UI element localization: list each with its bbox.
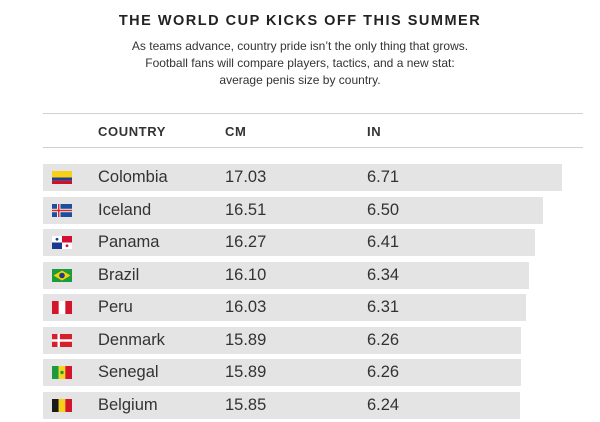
row-bar xyxy=(43,229,535,256)
header-top-divider xyxy=(43,113,583,114)
cell-in: 6.26 xyxy=(367,330,400,349)
cell-in: 6.34 xyxy=(367,265,400,284)
cell-in: 6.24 xyxy=(367,395,400,414)
column-header-in: IN xyxy=(367,124,382,139)
table-row: Colombia 17.03 6.71 xyxy=(0,162,600,194)
row-bar xyxy=(43,391,520,419)
row-bar xyxy=(43,294,527,321)
iceland-flag-icon xyxy=(52,203,72,217)
cell-in: 6.31 xyxy=(367,298,400,316)
cell-country: Peru xyxy=(98,298,133,316)
peru-flag-icon xyxy=(52,301,72,314)
cell-in: 6.26 xyxy=(367,363,400,381)
table-row: Peru 16.03 6.31 xyxy=(0,292,600,324)
cell-cm: 15.85 xyxy=(225,395,267,414)
cell-country: Belgium xyxy=(98,395,158,414)
senegal-flag-icon xyxy=(52,366,72,379)
table-row: Denmark 15.89 6.26 xyxy=(0,325,600,357)
table-row: Panama 16.27 6.41 xyxy=(0,227,600,259)
cell-cm: 17.03 xyxy=(225,168,267,186)
cell-in: 6.41 xyxy=(367,233,400,251)
row-bar xyxy=(43,326,522,354)
cell-country: Denmark xyxy=(98,330,165,349)
cell-cm: 16.27 xyxy=(225,233,267,251)
subtitle-line-1: As teams advance, country pride isn’t th… xyxy=(131,39,469,53)
cell-country: Panama xyxy=(98,233,160,251)
denmark-flag-icon xyxy=(52,333,72,347)
row-bar xyxy=(43,261,529,289)
cell-in: 6.50 xyxy=(367,200,400,219)
colombia-flag-icon xyxy=(52,171,72,184)
table-row: Belgium 15.85 6.24 xyxy=(0,390,600,422)
table-row: Brazil 16.10 6.34 xyxy=(0,260,600,292)
page-subtitle: As teams advance, country pride isn’t th… xyxy=(100,38,500,89)
subtitle-line-2: Football fans will compare players, tact… xyxy=(145,56,455,70)
header-bottom-divider xyxy=(43,147,583,148)
cell-cm: 15.89 xyxy=(225,363,267,381)
column-header-country: COUNTRY xyxy=(98,124,166,139)
column-header-cm: CM xyxy=(225,124,247,139)
cell-in: 6.71 xyxy=(367,168,400,186)
cell-cm: 16.03 xyxy=(225,298,267,316)
cell-country: Brazil xyxy=(98,265,140,284)
table-row: Senegal 15.89 6.26 xyxy=(0,357,600,389)
brazil-flag-icon xyxy=(52,268,72,282)
belgium-flag-icon xyxy=(52,398,72,412)
table-row: Iceland 16.51 6.50 xyxy=(0,195,600,227)
row-bar xyxy=(43,164,562,191)
cell-country: Senegal xyxy=(98,363,159,381)
row-bar xyxy=(43,196,544,224)
subtitle-line-3: average penis size by country. xyxy=(219,73,381,87)
page-title: THE WORLD CUP KICKS OFF THIS SUMMER xyxy=(118,13,482,29)
cell-country: Colombia xyxy=(98,168,168,186)
cell-cm: 15.89 xyxy=(225,330,267,349)
cell-cm: 16.51 xyxy=(225,200,267,219)
panama-flag-icon xyxy=(52,236,72,249)
row-bar xyxy=(43,359,522,386)
cell-cm: 16.10 xyxy=(225,265,267,284)
cell-country: Iceland xyxy=(98,200,152,219)
